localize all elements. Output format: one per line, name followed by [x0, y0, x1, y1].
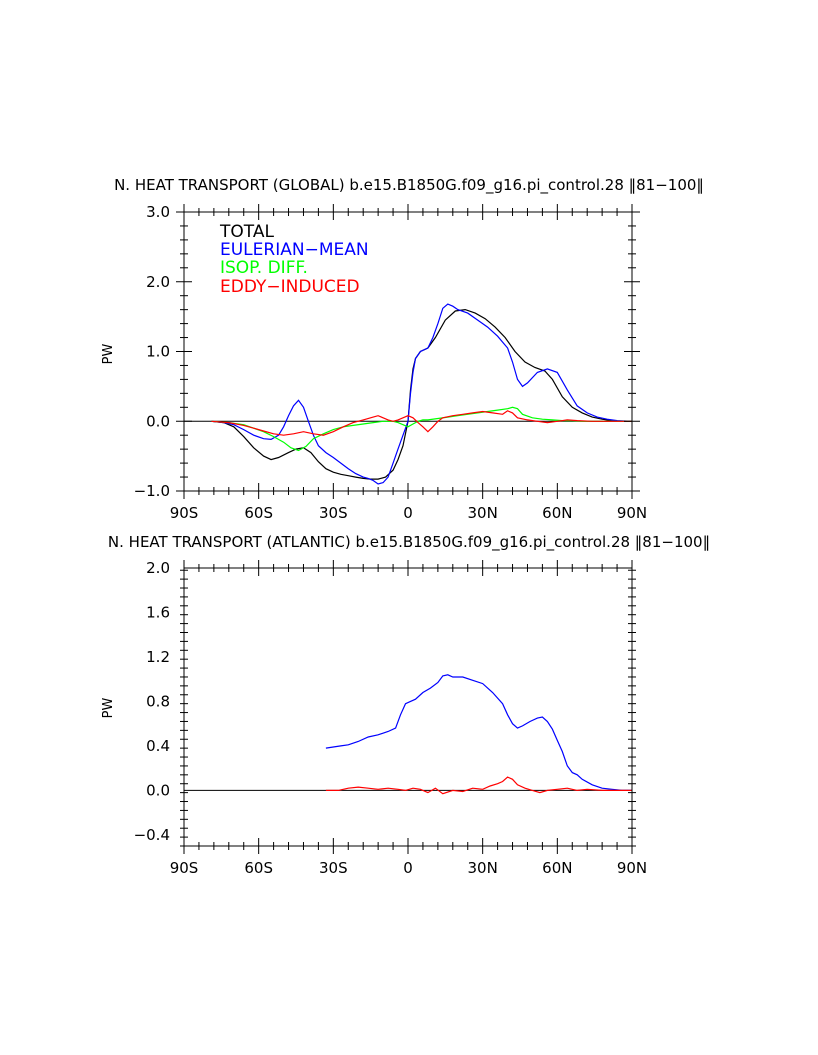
- atlantic-heat-transport-chart: N. HEAT TRANSPORT (ATLANTIC) b.e15.B1850…: [101, 533, 710, 877]
- series-line-eddy-induced: [325, 776, 632, 795]
- x-tick-label: 60N: [542, 504, 572, 522]
- series-line-eddy-induced: [211, 410, 632, 436]
- x-tick-label: 90S: [170, 504, 199, 522]
- y-axis-label: PW: [101, 698, 116, 719]
- y-tick-label: −0.4: [134, 826, 170, 844]
- y-tick-labels: −0.4 0.0 0.4 0.8 1.2 1.6 2.0: [134, 559, 170, 844]
- y-tick-label: 0.0: [146, 412, 170, 430]
- x-tick-label: 30S: [319, 859, 348, 877]
- x-tick-label: 60S: [244, 504, 273, 522]
- axis-ticks: [180, 560, 636, 854]
- series-line-isop-diff: [211, 406, 632, 452]
- legend-entry-eddy-induced: EDDY−INDUCED: [220, 277, 360, 297]
- y-tick-label: 2.0: [146, 273, 170, 291]
- legend-entry-total: TOTAL: [219, 222, 274, 242]
- y-tick-label: 0.0: [146, 781, 170, 799]
- x-tick-labels: 90S 60S 30S 0 30N 60N 90N: [170, 859, 647, 877]
- y-tick-label: 1.6: [146, 603, 170, 621]
- y-axis-label: PW: [101, 344, 116, 365]
- global-heat-transport-chart: N. HEAT TRANSPORT (GLOBAL) b.e15.B1850G.…: [101, 176, 704, 522]
- series-lines: [325, 674, 632, 795]
- x-tick-label: 60S: [244, 859, 273, 877]
- x-tick-label: 60N: [542, 859, 572, 877]
- legend: TOTAL EULERIAN−MEAN ISOP. DIFF. EDDY−IND…: [219, 222, 369, 297]
- x-tick-labels: 90S 60S 30S 0 30N 60N 90N: [170, 504, 647, 522]
- y-tick-label: 2.0: [146, 559, 170, 577]
- series-lines: [211, 303, 633, 485]
- x-tick-label: 30S: [319, 504, 348, 522]
- axis-ticks: [176, 204, 640, 499]
- y-tick-label: 0.8: [146, 692, 170, 710]
- y-tick-label: 3.0: [146, 203, 170, 221]
- x-tick-label: 90N: [617, 504, 647, 522]
- x-tick-label: 0: [403, 504, 413, 522]
- y-tick-label: 1.0: [146, 343, 170, 361]
- legend-entry-eulerian-mean: EULERIAN−MEAN: [220, 240, 369, 260]
- legend-entry-isop-diff: ISOP. DIFF.: [220, 258, 308, 278]
- x-tick-label: 30N: [468, 859, 498, 877]
- series-line-eulerian-mean: [325, 674, 632, 791]
- x-tick-label: 30N: [468, 504, 498, 522]
- chart-title: N. HEAT TRANSPORT (ATLANTIC) b.e15.B1850…: [108, 533, 710, 552]
- x-tick-label: 90S: [170, 859, 199, 877]
- y-tick-label: −1.0: [134, 482, 170, 500]
- y-tick-labels: −1.0 0.0 1.0 2.0 3.0: [134, 203, 170, 500]
- y-tick-label: 1.2: [146, 648, 170, 666]
- chart-title: N. HEAT TRANSPORT (GLOBAL) b.e15.B1850G.…: [114, 176, 704, 195]
- x-tick-label: 0: [403, 859, 413, 877]
- y-tick-label: 0.4: [146, 737, 170, 755]
- x-tick-label: 90N: [617, 859, 647, 877]
- series-line-eulerian-mean: [211, 303, 633, 485]
